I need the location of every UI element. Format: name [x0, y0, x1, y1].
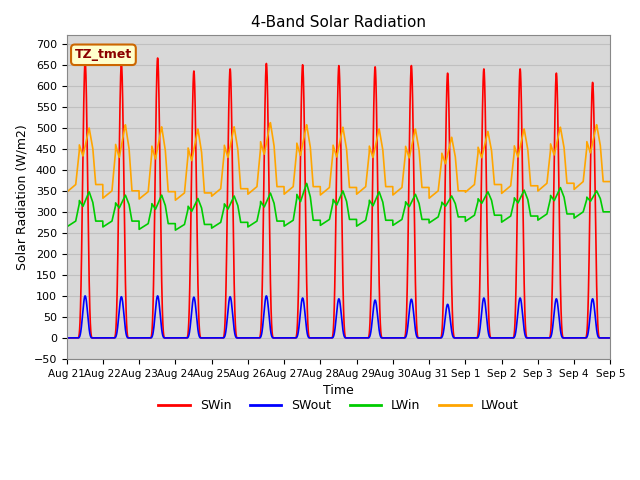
SWout	[606, 335, 614, 341]
SWout	[607, 335, 614, 341]
X-axis label: Time: Time	[323, 384, 354, 397]
SWin	[430, 335, 438, 341]
SWin	[460, 335, 468, 341]
LWin	[63, 224, 70, 230]
LWout	[431, 191, 438, 197]
SWout	[492, 335, 499, 341]
LWout	[607, 179, 614, 184]
Line: SWout: SWout	[67, 296, 611, 338]
SWout	[81, 293, 89, 299]
Line: SWin: SWin	[67, 58, 611, 338]
LWout	[172, 197, 179, 203]
LWin	[607, 209, 614, 215]
LWout	[267, 120, 275, 126]
SWin	[607, 335, 614, 341]
SWout	[63, 335, 70, 341]
SWin	[318, 335, 326, 341]
SWout	[460, 335, 468, 341]
LWin	[172, 227, 179, 233]
SWout	[318, 335, 326, 341]
Text: TZ_tmet: TZ_tmet	[75, 48, 132, 61]
LWout	[461, 188, 468, 194]
Y-axis label: Solar Radiation (W/m2): Solar Radiation (W/m2)	[15, 124, 28, 270]
Legend: SWin, SWout, LWin, LWout: SWin, SWout, LWin, LWout	[154, 395, 524, 418]
LWin	[431, 216, 438, 222]
SWin	[492, 335, 499, 341]
LWin	[461, 214, 468, 220]
LWin	[303, 180, 310, 186]
LWout	[606, 179, 614, 184]
LWout	[161, 141, 168, 146]
SWin	[154, 55, 161, 61]
Title: 4-Band Solar Radiation: 4-Band Solar Radiation	[251, 15, 426, 30]
SWin	[63, 335, 70, 341]
LWin	[492, 212, 499, 218]
SWout	[430, 335, 438, 341]
SWin	[606, 335, 614, 341]
LWout	[63, 189, 70, 195]
Line: LWin: LWin	[67, 183, 611, 230]
LWin	[161, 200, 168, 205]
Line: LWout: LWout	[67, 123, 611, 200]
LWin	[319, 221, 326, 227]
SWout	[161, 335, 168, 341]
LWin	[606, 209, 614, 215]
SWin	[161, 335, 168, 341]
LWout	[492, 181, 499, 187]
LWout	[319, 191, 326, 196]
